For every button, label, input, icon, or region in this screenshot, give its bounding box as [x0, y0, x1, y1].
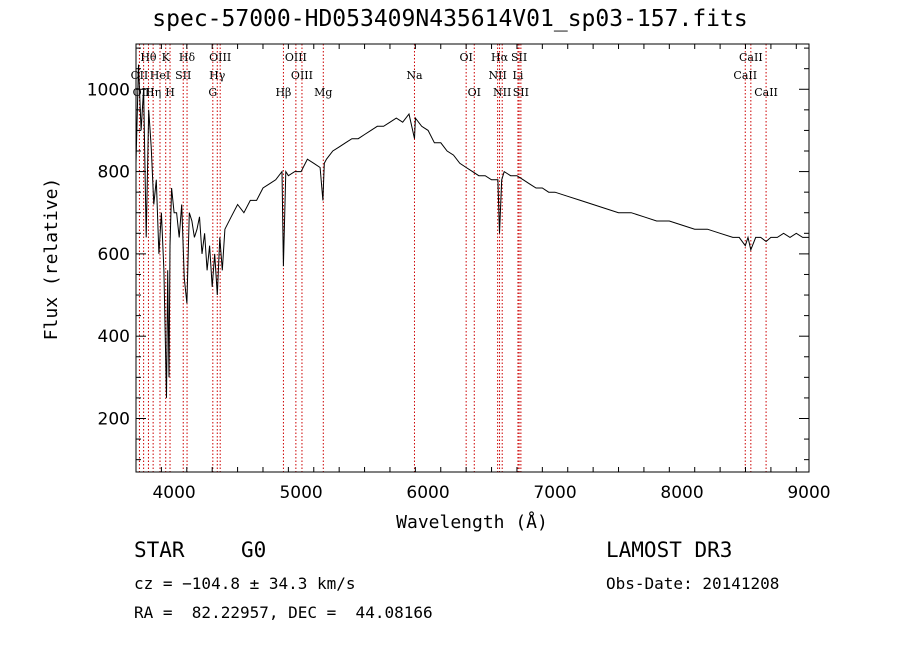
object-class: STAR [134, 538, 185, 562]
line-marker-label: Hδ [179, 51, 196, 64]
line-marker-label: OI [459, 51, 472, 64]
line-marker-label: SII [513, 86, 529, 99]
survey-name: LAMOST DR3 [606, 538, 733, 562]
x-tick-label: 6000 [406, 483, 449, 503]
line-marker-label: NII [488, 69, 506, 82]
x-tick-label: 4000 [152, 483, 195, 503]
redshift-velocity: cz = −104.8 ± 34.3 km/s [134, 574, 356, 593]
line-marker-label: Hθ [140, 51, 157, 64]
plot-frame [135, 43, 810, 473]
y-tick-label: 600 [98, 245, 130, 265]
line-marker-label: Hα [491, 51, 509, 64]
x-axis-label: Wavelength (Å) [396, 511, 548, 533]
line-marker-label: CaII [733, 69, 757, 82]
x-tick-label: 5000 [279, 483, 322, 503]
line-marker-label: Hγ [209, 69, 226, 82]
line-marker-label: K [162, 51, 171, 64]
observation-date: Obs-Date: 20141208 [606, 574, 780, 593]
y-tick-label: 800 [98, 163, 130, 183]
chart-title: spec-57000-HD053409N435614V01_sp03-157.f… [152, 6, 748, 32]
y-axis-label: Flux (relative) [41, 178, 62, 341]
line-marker-label: Hβ [275, 86, 291, 99]
x-tick-label: 9000 [787, 483, 830, 503]
line-marker-label: SII [511, 51, 527, 64]
spectrum-line [135, 64, 809, 398]
ra-dec-coordinates: RA = 82.22957, DEC = 44.08166 [134, 603, 433, 622]
line-marker-label: Mg [314, 86, 332, 99]
line-marker-label: OIII [209, 51, 231, 64]
line-marker-label: G [208, 86, 217, 99]
object-subclass: G0 [241, 538, 267, 562]
y-tick-label: 1000 [87, 80, 130, 100]
line-marker-label: OI [468, 86, 481, 99]
line-marker-label: Li [513, 69, 524, 82]
line-marker-label: OIII [291, 69, 313, 82]
line-marker-label: Na [406, 69, 423, 82]
line-marker-label: SII [175, 69, 191, 82]
y-tick-label: 400 [98, 327, 130, 347]
x-tick-label: 7000 [533, 483, 576, 503]
line-marker-label: H [165, 86, 175, 99]
line-marker-label: HeI [150, 69, 170, 82]
line-marker-label: NII [493, 86, 511, 99]
line-marker-label: CaII [739, 51, 763, 64]
line-marker-label: Hη [145, 86, 161, 99]
y-tick-label: 200 [98, 410, 130, 430]
x-tick-label: 8000 [660, 483, 703, 503]
line-marker-label: OIII [285, 51, 307, 64]
line-marker-label: CaII [754, 86, 778, 99]
